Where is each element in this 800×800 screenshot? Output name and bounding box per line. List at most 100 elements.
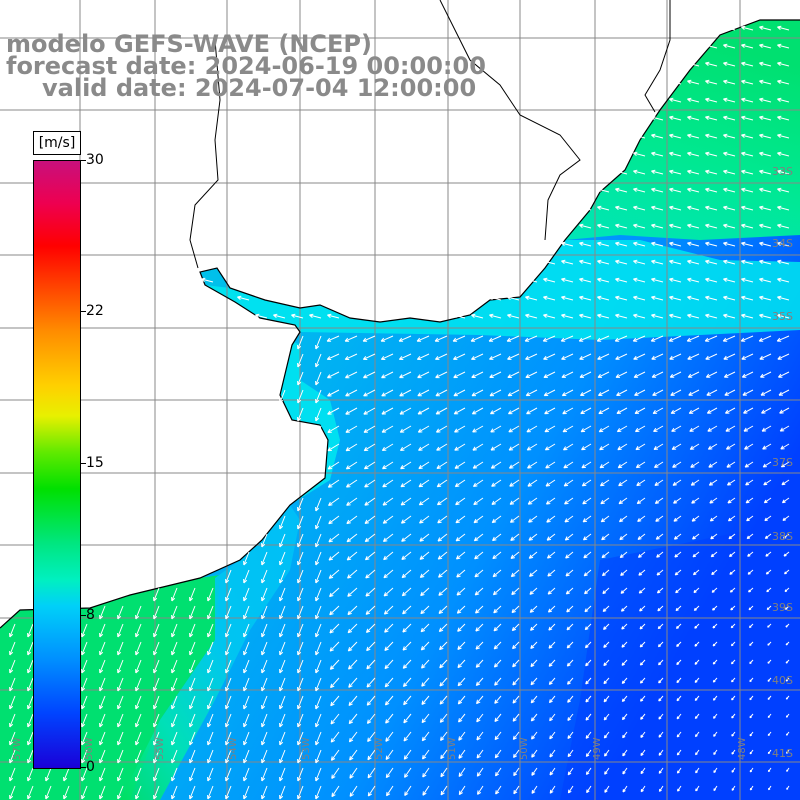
wind-arrow [762,443,772,450]
wind-arrow [382,515,394,524]
wind-arrow [456,587,466,596]
wind-arrow [27,641,34,656]
wind-arrow [705,43,718,49]
wind-arrow [658,677,664,684]
wind-arrow [297,767,304,782]
wind-arrow [723,295,736,301]
wind-arrow [676,713,682,720]
wind-arrow [741,61,754,67]
longitude-label: 54W [228,737,239,760]
wind-arrow [549,785,556,794]
wind-arrow [327,443,340,452]
wind-arrow [327,461,340,470]
wind-arrow [601,533,610,541]
wind-arrow [694,641,700,647]
wind-arrow [367,785,376,797]
wind-arrow [189,785,196,800]
wind-arrow [781,497,790,504]
wind-arrow [531,767,538,776]
wind-arrow [455,551,466,560]
wind-arrow [730,641,736,647]
wind-arrow [346,533,358,543]
wind-arrow [404,785,412,797]
wind-arrow [527,461,538,469]
wind-arrow [726,461,736,468]
wind-arrow [731,785,736,791]
wind-arrow [279,623,286,638]
colorbar-label-8: 8 [86,607,95,623]
wind-arrow [676,659,682,666]
wind-arrow [207,731,214,746]
colorbar-tick [80,311,86,312]
wind-arrow [777,259,790,265]
wind-arrow [171,767,178,782]
wind-arrow [749,785,754,791]
wind-arrow [723,169,736,175]
wind-arrow [495,767,502,777]
wind-arrow [705,277,718,283]
wind-arrow [189,587,196,602]
wind-arrow [723,151,736,157]
wind-arrow [381,371,394,379]
wind-arrow [633,295,646,301]
wind-arrow [455,497,466,506]
wind-arrow [548,641,556,649]
wind-arrow [727,515,736,522]
wind-arrow [525,353,538,360]
wind-arrow [745,497,754,504]
wind-arrow [171,785,178,800]
wind-arrow [135,659,142,674]
wind-arrow [543,277,556,283]
wind-arrow [723,133,736,139]
land-west [0,285,328,628]
wind-arrow [513,767,520,777]
wind-arrow [705,115,718,121]
wind-arrow [398,335,412,342]
wind-arrow [562,407,574,415]
wind-arrow [566,623,574,631]
wind-arrow [785,695,790,700]
wind-arrow [398,353,412,360]
wind-arrow [686,335,700,342]
wind-arrow [669,79,682,85]
wind-arrow [81,695,88,710]
wind-arrow [365,605,376,615]
wind-arrow [327,407,340,415]
wind-arrow [493,641,502,650]
wind-arrow [741,25,754,31]
wind-arrow [279,659,286,674]
wind-arrow [767,659,772,664]
wind-arrow [346,551,358,561]
wind-arrow [493,659,502,668]
wind-arrow [637,551,646,558]
wind-arrow [457,641,466,650]
wind-arrow [780,443,790,450]
wind-arrow [9,677,16,692]
wind-arrow [416,335,430,342]
wind-arrow [563,461,574,469]
wind-arrow [727,497,736,504]
wind-arrow [279,605,286,620]
wind-arrow [153,605,160,620]
wind-arrow [330,731,340,743]
wind-arrow [471,407,484,415]
wind-arrow [637,515,646,522]
wind-arrow [364,479,376,488]
wind-arrow [585,677,592,685]
wind-arrow [712,695,718,701]
wind-arrow [687,205,700,211]
wind-arrow [438,569,448,578]
wind-arrow [348,731,358,743]
wind-arrow [261,551,268,566]
wind-arrow [580,425,592,433]
wind-arrow [618,497,628,505]
wind-arrow [315,353,322,368]
wind-arrow [669,295,682,301]
wind-arrow [347,605,358,616]
wind-arrow [452,335,466,342]
latitude-labels: 33S 34S 35S 37S 38S 39S 40S 41S [772,165,793,760]
wind-arrow [741,169,754,175]
wind-arrow [527,497,538,505]
wind-arrow [363,389,376,397]
wind-arrow [417,371,430,379]
